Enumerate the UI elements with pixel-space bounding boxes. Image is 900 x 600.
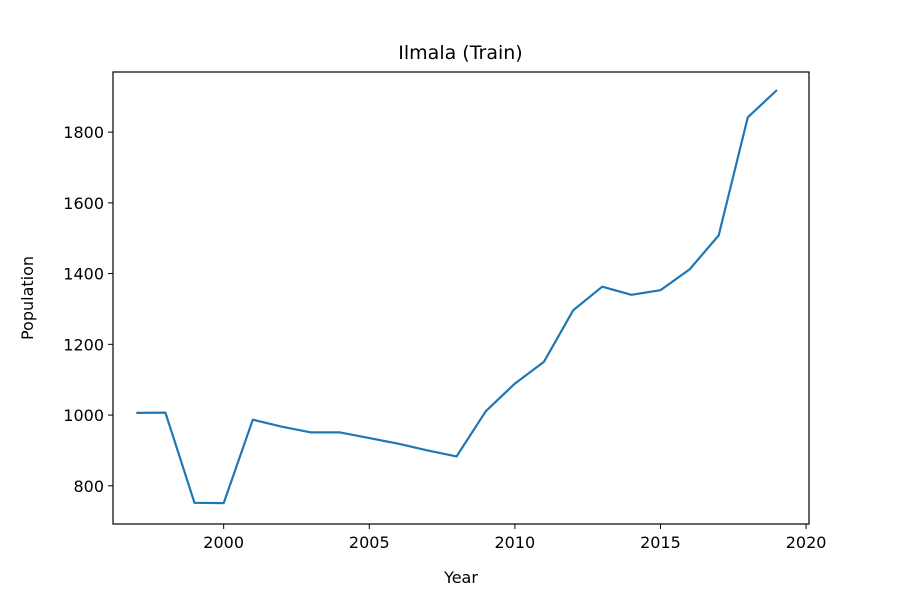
y-tick-label: 800	[73, 477, 104, 496]
x-tick-label: 2005	[349, 533, 390, 552]
x-axis-label: Year	[443, 568, 478, 587]
plot-frame	[112, 71, 810, 525]
chart-title: Ilmala (Train)	[398, 42, 522, 64]
y-tick-label: 1800	[63, 123, 104, 142]
x-tick-label: 2020	[786, 533, 827, 552]
x-tick-label: 2010	[495, 533, 536, 552]
y-axis-label: Population	[18, 256, 37, 340]
axis-ticks: 2000 2005 2010 2015 2020 800 1000 1200 1400 1600 1…	[63, 123, 826, 552]
y-tick-label: 1200	[63, 335, 104, 354]
series-lines	[136, 89, 778, 505]
y-tick-label: 1600	[63, 194, 104, 213]
y-tick-label: 1400	[63, 265, 104, 284]
y-tick-label: 1000	[63, 406, 104, 425]
series-line	[136, 89, 778, 505]
x-tick-label: 2015	[640, 533, 681, 552]
x-tick-label: 2000	[203, 533, 244, 552]
